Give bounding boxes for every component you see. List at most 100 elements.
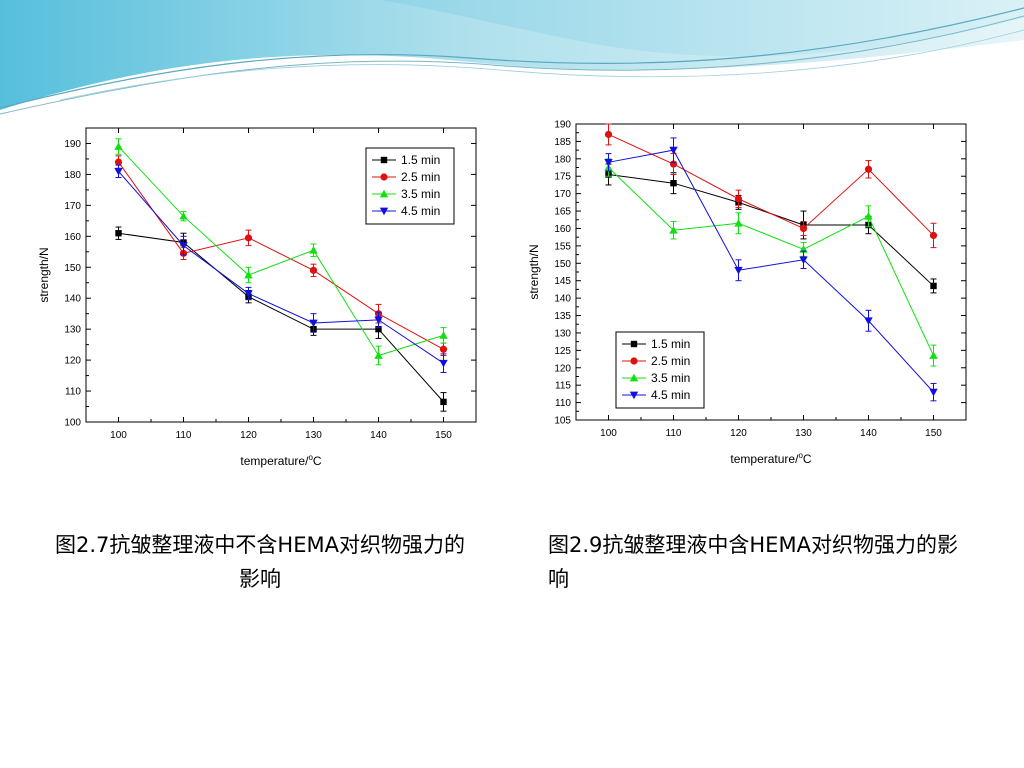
x-tick-label: 100 [600,428,617,439]
legend-label: 2.5 min [651,354,690,368]
legend-marker [379,207,389,216]
data-point [309,246,318,254]
y-tick-label: 140 [554,294,571,305]
series-line [118,170,444,364]
x-axis-label-main: temperature/ [730,452,799,466]
series-3-5-min [114,138,448,366]
y-tick-label: 150 [64,263,81,274]
data-point [244,290,253,298]
y-tick-label: 175 [554,172,571,183]
data-point [799,256,808,265]
data-point [669,146,678,155]
x-axis-label-degree: o [798,451,803,460]
data-point [439,345,448,353]
legend-label: 4.5 min [651,388,690,402]
y-tick-label: 180 [64,170,81,181]
y-tick-label: 100 [64,418,81,429]
legend-label: 1.5 min [651,337,690,351]
data-point [604,130,613,139]
legend-marker [629,391,639,400]
y-tick-label: 130 [64,325,81,336]
legend-label: 4.5 min [401,204,440,218]
data-point [734,266,743,275]
y-tick-label: 145 [554,276,571,287]
data-point [309,266,318,274]
header-banner [0,0,1024,115]
series-1-5-min [605,163,937,294]
y-axis-label: strength/N [527,244,541,299]
data-point [734,219,743,227]
y-tick-label: 180 [554,154,571,165]
y-tick-label: 170 [554,189,571,200]
y-tick-label: 105 [554,416,571,427]
data-point [929,231,938,240]
data-point [929,351,938,359]
y-tick-label: 140 [64,294,81,305]
data-point [179,212,188,220]
data-point [309,319,318,328]
data-point [244,234,253,242]
x-tick-label: 140 [370,430,387,441]
x-tick-label: 120 [730,428,747,439]
data-point [930,282,937,290]
y-tick-label: 130 [554,328,571,339]
x-axis-label: temperature/oC [730,451,812,466]
x-axis-label-degree: o [308,453,313,462]
y-tick-label: 125 [554,346,571,357]
y-tick-label: 155 [554,241,571,252]
banner-line-1 [0,7,1024,109]
legend-marker [380,156,388,164]
data-point [439,359,448,368]
legend-label: 1.5 min [401,153,440,167]
data-point [734,195,743,203]
data-point [244,270,253,279]
legend-marker [629,373,639,382]
legend-marker [380,173,388,181]
banner-line-2 [0,15,1024,115]
caption-right: 图2.9抗皱整理液中含HEMA对织物强力的影响 [548,533,958,591]
y-tick-label: 150 [554,259,571,270]
y-tick-label: 185 [554,137,571,148]
data-point [604,158,613,167]
banner-line-3 [59,29,1024,101]
y-tick-label: 120 [554,363,571,374]
series-4-5-min [114,164,448,373]
series-line [608,133,934,236]
y-tick-label: 120 [64,356,81,367]
x-axis-label-unit: C [313,454,322,468]
x-tick-label: 150 [925,428,942,439]
data-point [929,388,938,397]
data-point [375,325,382,333]
data-point [440,398,447,406]
legend-label: 2.5 min [401,170,440,184]
legend: 1.5 min 2.5 min 3.5 min 4.5 min [365,147,455,225]
y-tick-label: 160 [64,232,81,243]
data-point [864,212,873,220]
legend-label: 3.5 min [651,371,690,385]
y-tick-label: 165 [554,207,571,218]
y-tick-label: 190 [64,139,81,150]
y-tick-label: 160 [554,224,571,235]
legend-marker [630,340,638,348]
data-point [179,242,188,250]
series-line [118,161,444,350]
x-tick-label: 100 [110,430,127,441]
x-tick-label: 130 [795,428,812,439]
y-axis-label: strength/N [37,247,51,302]
data-point [374,351,383,359]
data-point [374,316,383,325]
y-tick-label: 135 [554,311,571,322]
legend-marker [379,189,389,198]
series-4-5-min [604,137,938,402]
y-tick-label: 110 [65,387,81,398]
y-tick-label: 115 [555,381,571,392]
data-point [864,165,873,173]
x-tick-label: 130 [305,430,322,441]
legend-label: 3.5 min [401,187,440,201]
y-tick-label: 110 [555,398,571,409]
data-point [670,180,677,187]
x-axis-label-unit: C [803,452,812,466]
series-line [118,232,444,403]
data-point [114,142,123,150]
x-tick-label: 140 [860,428,877,439]
